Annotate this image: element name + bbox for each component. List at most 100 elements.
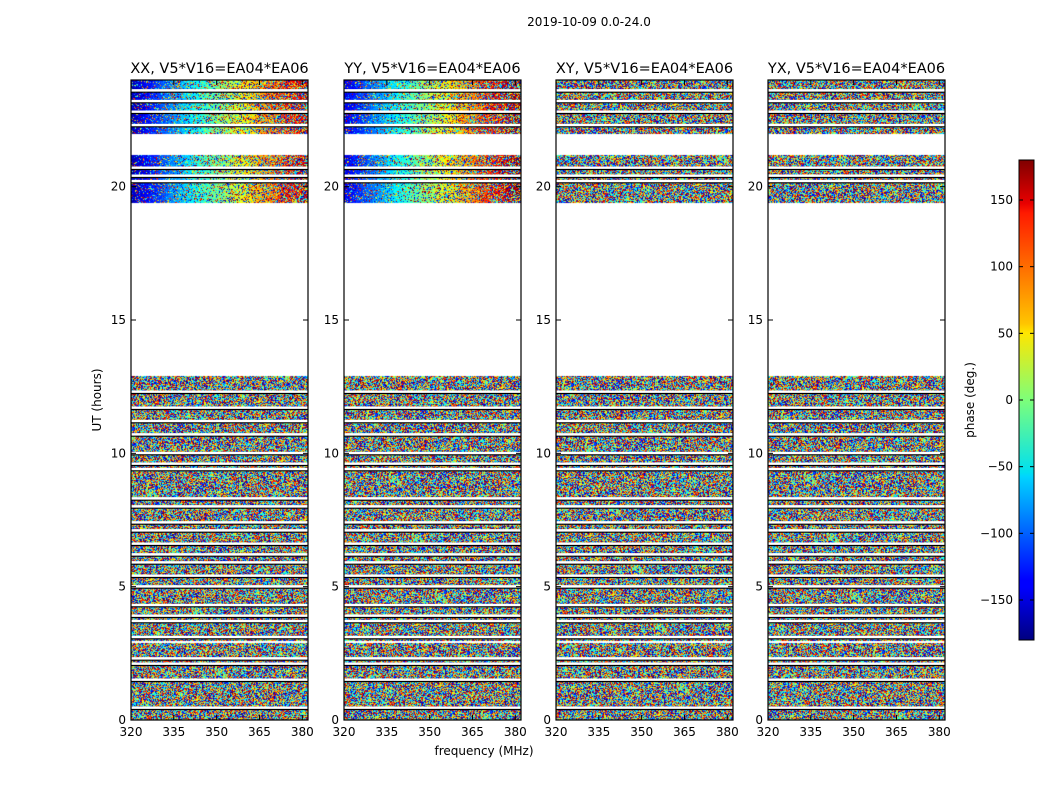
gap-line [344,678,521,682]
gap-line [768,657,945,661]
x-tick-label: 335 [799,725,822,739]
panel-title: XX, V5*V16=EA04*EA06 [130,61,308,77]
gap-line [556,603,733,607]
gap-line [131,419,308,423]
gap-line [556,585,733,589]
gap-line [556,619,733,623]
gap-line [131,574,308,578]
gap-line [131,542,308,546]
gap-line [768,561,945,565]
gap-line [556,462,733,466]
panel-0: XX, V5*V16=EA04*EA06 320 335 350 365 380 0 5 10 1… [111,61,314,739]
x-tick-label: 380 [504,725,527,739]
gap-line [344,542,521,546]
gap-line [131,390,308,394]
y-tick-label: 0 [331,713,339,727]
x-tick-label: 380 [291,725,314,739]
gap-line [768,614,945,618]
y-tick-label: 5 [755,580,763,594]
gap-line [344,662,521,666]
panel-frame [767,79,946,721]
y-tick-label: 15 [536,313,551,327]
gap-line [131,603,308,607]
gap-line [344,467,521,471]
gap-line [131,529,308,533]
gap-line [344,505,521,509]
gap-line [556,521,733,525]
y-tick-label: 0 [755,713,763,727]
colorbar-tick-label: −100 [980,526,1013,540]
x-tick-label: 365 [248,725,271,739]
panel-3: YX, V5*V16=EA04*EA06 320 335 350 365 380 0 5 10 1… [748,61,951,739]
gap-line [556,433,733,437]
gap-line [556,614,733,618]
gap-line [131,706,308,710]
gap-line [556,179,733,183]
gap-line [768,166,945,170]
gap-line [344,521,521,525]
y-tick-label: 15 [748,313,763,327]
gap-line [344,585,521,589]
gap-line [768,619,945,623]
gap-line [344,635,521,639]
gap-line [768,462,945,466]
x-tick-label: 320 [757,725,780,739]
gap-line [344,619,521,623]
gap-line [556,110,733,114]
gap-line [131,614,308,618]
gap-line [768,110,945,114]
panel-heatmap [344,80,521,720]
gap-line [344,462,521,466]
gap-line [344,657,521,661]
gap-line [131,678,308,682]
colorbar-ticks: 150 100 50 0 −50 −100 −150 [980,193,1034,607]
gap-line [131,657,308,661]
y-tick-label: 5 [118,580,126,594]
colorbar-label: phase (deg.) [963,362,977,438]
gap-line [344,110,521,114]
x-tick-label: 380 [716,725,739,739]
gap-line [344,406,521,410]
x-axis-label: frequency (MHz) [434,744,533,758]
gap-line [556,706,733,710]
gap-line [344,614,521,618]
x-tick-label: 335 [162,725,185,739]
gap-line [131,521,308,525]
x-tick-label: 335 [375,725,398,739]
y-tick-label: 20 [748,180,763,194]
x-tick-label: 365 [673,725,696,739]
gap-line [556,419,733,423]
panels-group: XX, V5*V16=EA04*EA06 320 335 350 365 380 0 5 10 1… [111,61,951,739]
y-tick-label: 0 [118,713,126,727]
y-tick-label: 15 [111,313,126,327]
panel-heatmap [768,80,945,720]
gap-line [556,542,733,546]
gap-line [131,166,308,170]
gap-line [344,529,521,533]
colorbar-tick-label: 100 [990,260,1013,274]
y-tick-label: 10 [111,446,126,460]
gap-line [768,521,945,525]
gap-line [768,574,945,578]
gap-line [768,390,945,394]
gap-line [556,166,733,170]
gap-line [768,179,945,183]
gap-line [556,574,733,578]
gap-line [131,467,308,471]
gap-line [556,678,733,682]
gap-line [344,561,521,565]
gap-line [344,451,521,455]
gap-line [768,542,945,546]
gap-line [344,433,521,437]
gap-line [131,497,308,501]
panel-1: YY, V5*V16=EA04*EA06 320 335 350 365 380 0 5 10 1… [324,61,527,739]
panel-heatmap [556,80,733,720]
gap-line [344,497,521,501]
gap-line [556,505,733,509]
colorbar-tick-label: 0 [1005,393,1013,407]
gap-line [131,561,308,565]
gap-line [344,99,521,103]
gap-line [556,635,733,639]
gap-line [768,706,945,710]
gap-line [556,99,733,103]
